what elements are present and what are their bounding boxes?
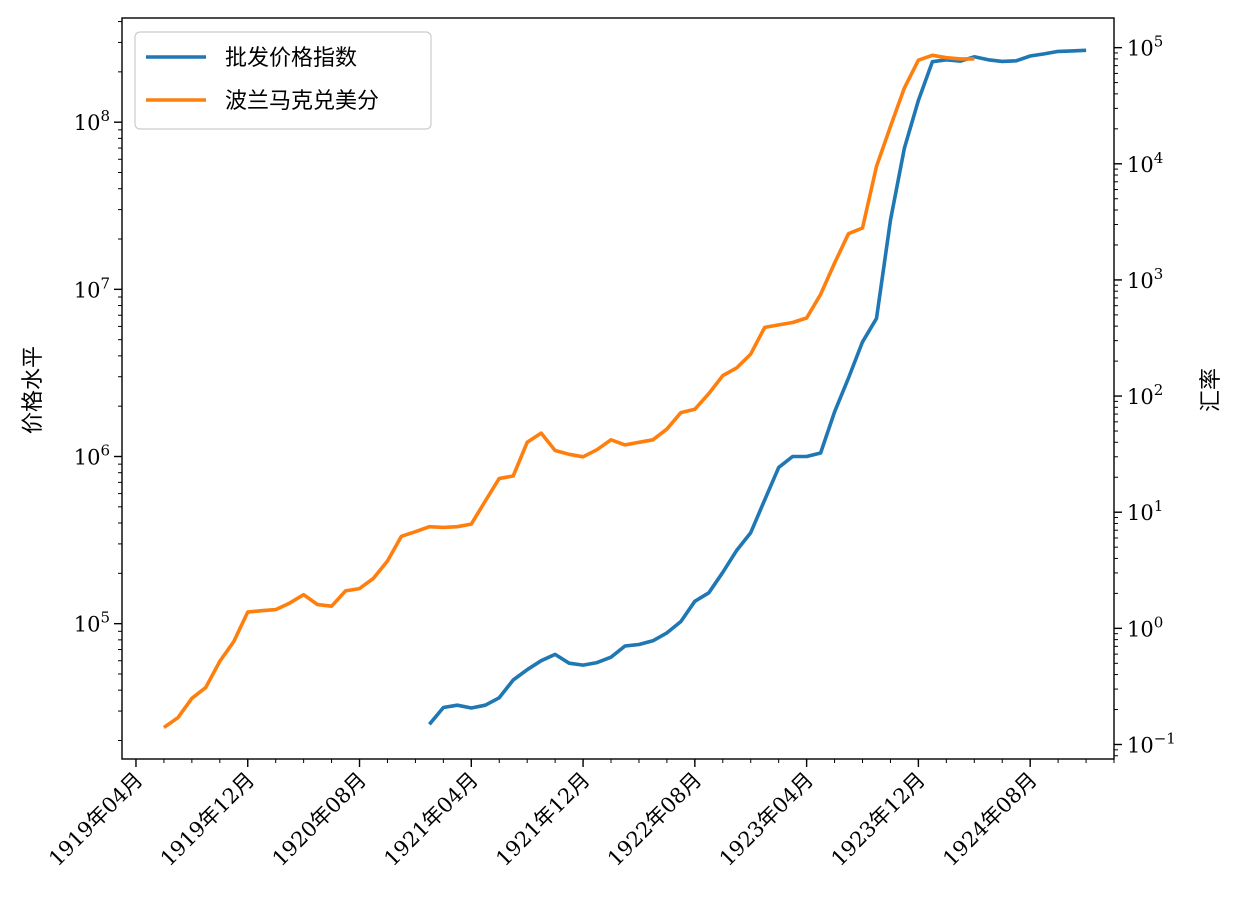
y-tick-label: 104 [1127,149,1163,177]
legend-box [134,31,432,130]
y-tick-label: 106 [74,441,110,469]
legend-label-exchange-rate: 波兰马克兑美分 [225,89,379,114]
y-tick-label: 100 [1127,613,1163,641]
y-tick-label: 103 [1127,265,1163,293]
y-tick-label: 102 [1127,381,1163,409]
y-axis-right-title: 汇率 [1199,368,1224,412]
y-tick-label: 101 [1127,497,1163,525]
legend-label-wholesale-price-index: 批发价格指数 [225,46,357,71]
y-tick-label: 105 [1127,33,1163,61]
y-tick-label: 105 [74,609,110,637]
y-axis-left-title: 价格水平 [21,346,46,434]
legend: 批发价格指数 波兰马克兑美分 [134,31,432,130]
series-line-exchange-rate [162,53,975,729]
y-tick-label: 107 [74,274,110,302]
series-line-wholesale-price-index [428,48,1087,726]
plot-area-frame [121,17,1115,760]
y-tick-label: 10−1 [1127,729,1176,757]
y-tick-label: 108 [74,107,110,135]
